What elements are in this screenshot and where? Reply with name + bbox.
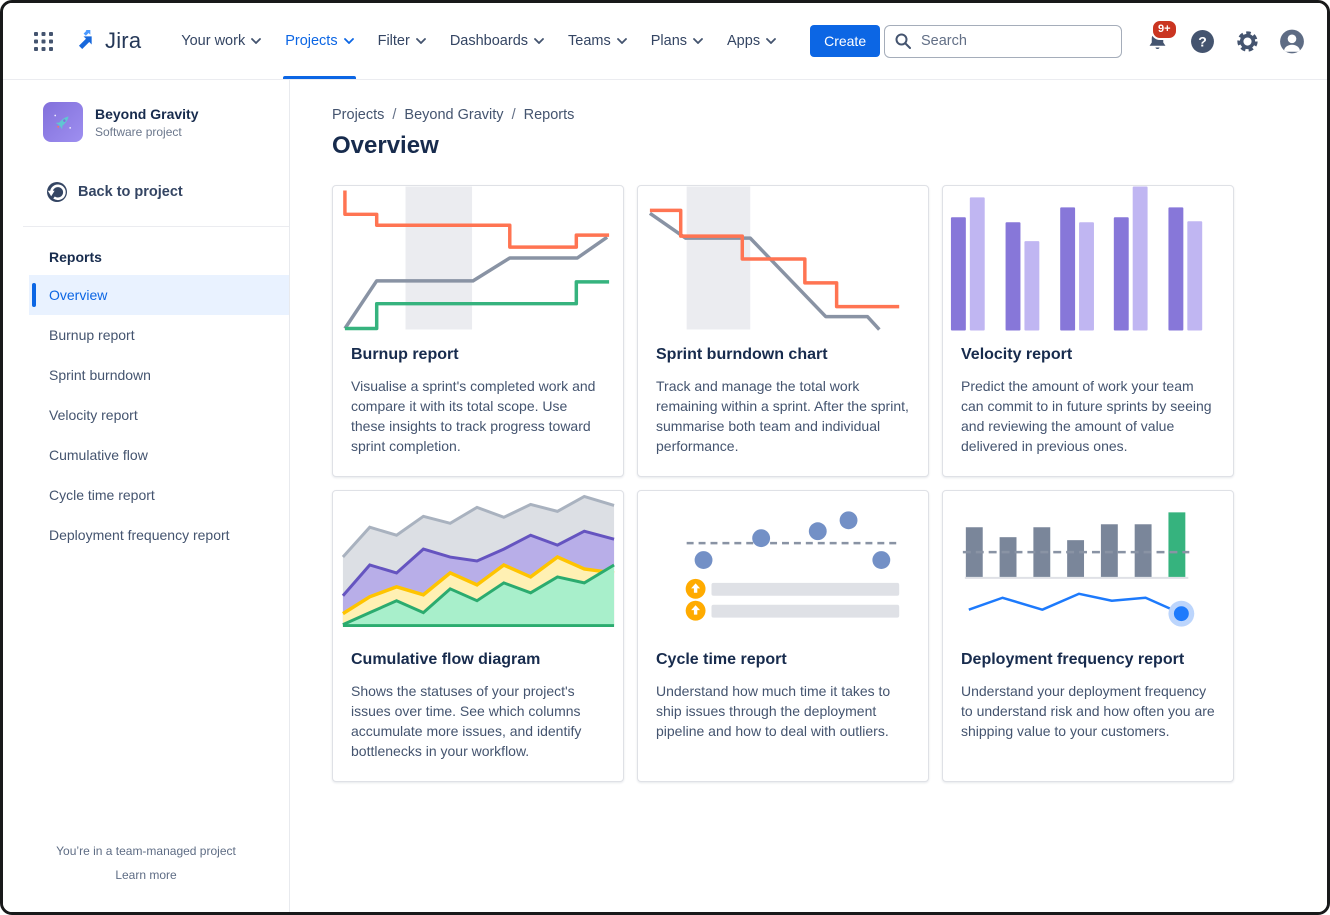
deployment-frequency-illustration xyxy=(962,512,1195,627)
sidebar-item-overview[interactable]: Overview xyxy=(29,275,289,315)
nav-utility-icons: 9+ ? xyxy=(1144,19,1305,54)
sidebar-section-title: Reports xyxy=(49,249,102,265)
card-title: Burnup report xyxy=(351,346,459,363)
cycle-time-illustration xyxy=(685,511,900,621)
outlier-row-icons xyxy=(685,578,706,621)
chevron-down-icon xyxy=(415,38,426,44)
search-icon xyxy=(895,33,911,49)
help-button[interactable]: ? xyxy=(1189,28,1215,54)
grid-icon xyxy=(33,31,53,51)
sidebar-item-cumulative-flow[interactable]: Cumulative flow xyxy=(49,447,148,463)
chevron-down-icon xyxy=(766,38,776,44)
breadcrumb-reports[interactable]: Reports xyxy=(523,107,575,123)
card-title: Deployment frequency report xyxy=(961,651,1185,668)
chevron-down-icon xyxy=(343,38,354,44)
cumulative-flow-illustration xyxy=(341,494,615,628)
card-description: Shows the statuses of your project's iss… xyxy=(351,683,582,759)
nav-plans[interactable]: Plans xyxy=(639,3,715,79)
notification-count-badge: 9+ xyxy=(1151,19,1178,40)
help-icon: ? xyxy=(1190,29,1214,53)
jira-logo-icon xyxy=(78,29,92,49)
burnup-chart-illustration xyxy=(343,186,610,331)
card-title: Velocity report xyxy=(961,346,1073,363)
profile-button[interactable] xyxy=(1279,28,1305,54)
sidebar-item-velocity-report[interactable]: Velocity report xyxy=(49,407,138,423)
global-search xyxy=(884,24,1122,58)
card-cycle-time[interactable]: Cycle time report Understand how much ti… xyxy=(637,490,929,782)
report-cards-grid: Burnup report Visualise a sprint's compl… xyxy=(332,185,1327,782)
card-description: Track and manage the total work remainin… xyxy=(656,378,909,454)
learn-more-link[interactable]: Learn more xyxy=(115,868,177,882)
search-input[interactable] xyxy=(884,24,1122,58)
main-content: Projects / Beyond Gravity / Reports Over… xyxy=(290,80,1327,912)
top-navigation: Jira Your work Projects Filter Dashboard… xyxy=(3,3,1327,80)
project-header[interactable]: Beyond Gravity Software project xyxy=(3,102,289,142)
card-cumulative-flow[interactable]: Cumulative flow diagram Shows the status… xyxy=(332,490,624,782)
project-avatar xyxy=(43,102,83,142)
card-description: Understand how much time it takes to shi… xyxy=(656,683,891,739)
breadcrumb-projects[interactable]: Projects xyxy=(332,107,385,123)
app-switcher-icon[interactable] xyxy=(29,27,57,55)
breadcrumb: Projects / Beyond Gravity / Reports xyxy=(332,107,1327,123)
logo-text: Jira xyxy=(105,28,142,53)
card-velocity-report[interactable]: Velocity report Predict the amount of wo… xyxy=(942,185,1234,477)
nav-filter[interactable]: Filter xyxy=(366,3,438,79)
settings-button[interactable] xyxy=(1234,28,1260,54)
nav-apps[interactable]: Apps xyxy=(715,3,788,79)
back-arrow-icon xyxy=(47,182,67,202)
chevron-down-icon xyxy=(534,38,544,44)
gear-icon xyxy=(1236,30,1258,52)
nav-projects[interactable]: Projects xyxy=(273,3,365,79)
project-type: Software project xyxy=(95,124,182,139)
nav-your-work[interactable]: Your work xyxy=(169,3,273,79)
card-description: Visualise a sprint's completed work and … xyxy=(351,378,596,454)
sidebar-footer: You’re in a team-managed project Learn m… xyxy=(3,844,289,882)
sidebar-item-sprint-burndown[interactable]: Sprint burndown xyxy=(49,367,151,383)
breadcrumb-separator: / xyxy=(511,107,516,123)
chevron-down-icon xyxy=(251,38,262,44)
create-button[interactable]: Create xyxy=(810,25,881,57)
card-deployment-frequency[interactable]: Deployment frequency report Understand y… xyxy=(942,490,1234,782)
jira-logo[interactable]: Jira xyxy=(75,28,141,54)
page-title: Overview xyxy=(332,132,439,159)
card-burnup-report[interactable]: Burnup report Visualise a sprint's compl… xyxy=(332,185,624,477)
breadcrumb-project-name[interactable]: Beyond Gravity xyxy=(404,107,504,123)
card-title: Sprint burndown chart xyxy=(656,346,828,363)
sidebar-divider xyxy=(23,226,289,227)
primary-nav: Your work Projects Filter Dashboards Tea… xyxy=(169,3,788,79)
back-to-project-link[interactable]: Back to project xyxy=(3,180,289,204)
project-name: Beyond Gravity xyxy=(95,105,199,122)
sidebar-item-deployment-frequency-report[interactable]: Deployment frequency report xyxy=(49,527,230,543)
chevron-down-icon xyxy=(693,38,703,44)
sidebar-item-burnup-report[interactable]: Burnup report xyxy=(49,327,135,343)
burndown-chart-illustration xyxy=(648,186,900,331)
card-description: Predict the amount of work your team can… xyxy=(961,378,1212,454)
avatar-icon xyxy=(1280,29,1304,53)
sidebar: Beyond Gravity Software project Back to … xyxy=(3,80,290,912)
nav-teams[interactable]: Teams xyxy=(556,3,639,79)
card-description: Understand your deployment frequency to … xyxy=(961,683,1215,739)
svg-text:?: ? xyxy=(1198,33,1207,49)
card-sprint-burndown[interactable]: Sprint burndown chart Track and manage t… xyxy=(637,185,929,477)
team-managed-note: You’re in a team-managed project xyxy=(56,844,236,858)
card-title: Cumulative flow diagram xyxy=(351,651,541,668)
rocket-icon xyxy=(54,114,71,130)
chevron-down-icon xyxy=(616,38,627,44)
card-title: Cycle time report xyxy=(656,651,787,668)
nav-dashboards[interactable]: Dashboards xyxy=(438,3,556,79)
sidebar-item-cycle-time-report[interactable]: Cycle time report xyxy=(49,487,155,503)
velocity-chart-illustration xyxy=(950,186,1203,331)
notifications-button[interactable]: 9+ xyxy=(1144,19,1178,54)
breadcrumb-separator: / xyxy=(392,107,397,123)
